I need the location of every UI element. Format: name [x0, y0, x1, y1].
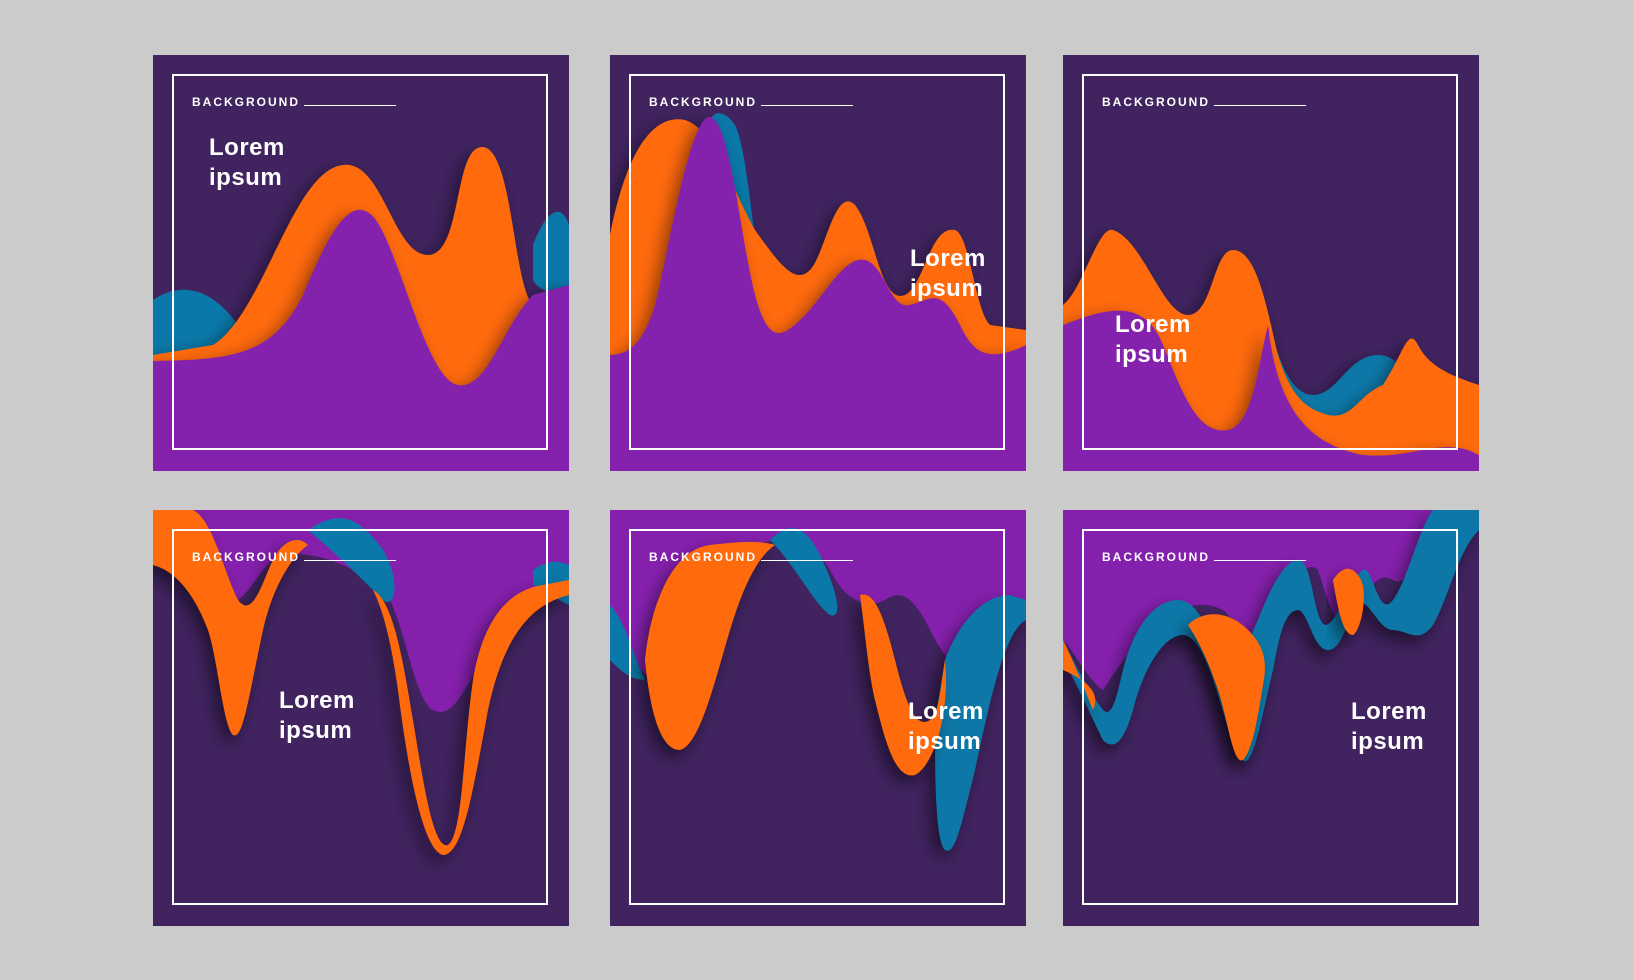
headline-line-2: ipsum [209, 164, 283, 191]
wave-artwork [153, 146, 569, 471]
headline: Lorem ipsum [910, 244, 986, 304]
eyebrow-label: BACKGROUND [649, 95, 757, 109]
headline-line-2: ipsum [1115, 341, 1189, 368]
wave-artwork [1063, 229, 1479, 471]
headline-line-2: ipsum [1351, 728, 1425, 755]
template-card-5: BACKGROUND Lorem ipsum [610, 510, 1026, 926]
template-card-6: BACKGROUND Lorem ipsum [1063, 510, 1479, 926]
template-card-4: BACKGROUND Lorem ipsum [153, 510, 569, 926]
headline: Lorem ipsum [1351, 697, 1427, 757]
wave-artwork [610, 113, 1026, 471]
template-card-2: BACKGROUND Lorem ipsum [610, 55, 1026, 471]
eyebrow-label: BACKGROUND [1102, 95, 1210, 109]
wave-artwork [153, 510, 569, 855]
headline-line-2: ipsum [910, 275, 984, 302]
headline: Lorem ipsum [209, 133, 285, 193]
template-card-1: BACKGROUND Lorem ipsum [153, 55, 569, 471]
headline-line-1: Lorem [908, 698, 984, 725]
headline-line-1: Lorem [209, 134, 285, 161]
headline: Lorem ipsum [908, 697, 984, 757]
headline-line-1: Lorem [1351, 698, 1427, 725]
eyebrow-rule [1214, 559, 1306, 561]
template-card-3: BACKGROUND Lorem ipsum [1063, 55, 1479, 471]
eyebrow: BACKGROUND [649, 550, 853, 564]
headline-line-1: Lorem [910, 245, 986, 272]
eyebrow-label: BACKGROUND [192, 550, 300, 564]
headline-line-2: ipsum [908, 728, 982, 755]
headline-line-1: Lorem [279, 687, 355, 714]
eyebrow-rule [304, 559, 396, 561]
eyebrow: BACKGROUND [1102, 95, 1306, 109]
eyebrow: BACKGROUND [1102, 550, 1306, 564]
eyebrow: BACKGROUND [192, 95, 396, 109]
wave-artwork [610, 510, 1026, 851]
headline-line-1: Lorem [1115, 311, 1191, 338]
eyebrow-label: BACKGROUND [649, 550, 757, 564]
eyebrow-rule [761, 559, 853, 561]
eyebrow-label: BACKGROUND [192, 95, 300, 109]
headline-line-2: ipsum [279, 717, 353, 744]
eyebrow-rule [761, 104, 853, 106]
eyebrow-label: BACKGROUND [1102, 550, 1210, 564]
eyebrow: BACKGROUND [649, 95, 853, 109]
headline: Lorem ipsum [1115, 310, 1191, 370]
headline: Lorem ipsum [279, 686, 355, 746]
eyebrow-rule [1214, 104, 1306, 106]
eyebrow-rule [304, 104, 396, 106]
wave-artwork [1063, 510, 1479, 762]
eyebrow: BACKGROUND [192, 550, 396, 564]
